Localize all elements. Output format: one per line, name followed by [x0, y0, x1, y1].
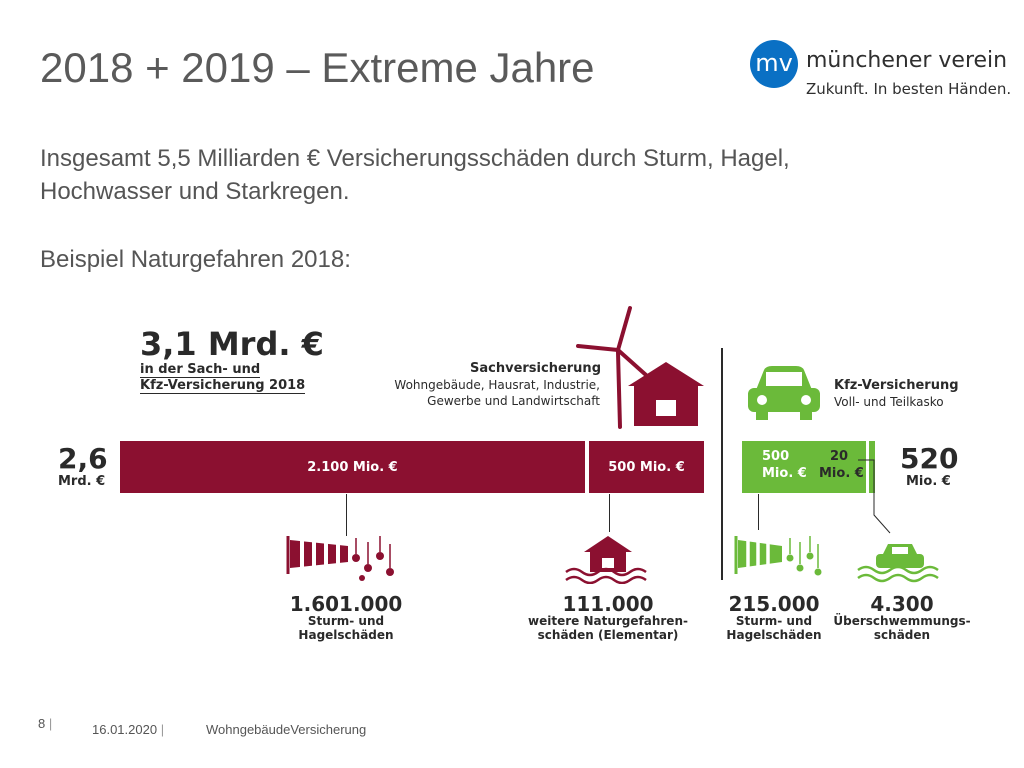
sach-title: Sachversicherung [470, 361, 601, 376]
kfz-desc: Voll- und Teilkasko [834, 395, 944, 409]
company-logo: mv münchener verein Zukunft. In besten H… [750, 40, 1011, 100]
sach-elementar-bar: 500 Mio. € [589, 441, 704, 493]
stat-label: weitere Naturgefahren- [528, 614, 688, 628]
car-icon [748, 366, 820, 420]
intro-line-3: Beispiel Naturgefahren 2018: [40, 246, 351, 273]
section-divider [721, 348, 723, 580]
kfz-storm-value: 500 [762, 449, 790, 464]
intro-line-2: Hochwasser und Starkregen. [40, 178, 350, 205]
stat-label: Sturm- und [735, 614, 813, 628]
sach-total-value: 2,6 [58, 442, 108, 475]
kfz-total-value: 520 [900, 442, 959, 475]
footer-document-name: WohngebäudeVersicherung [206, 722, 367, 737]
connector-line [858, 459, 891, 534]
logo-name: münchener verein [806, 48, 1008, 73]
flooded-house-icon [565, 536, 647, 584]
total-desc-2: Kfz-Versicherung 2018 [140, 378, 306, 394]
separator: | [160, 722, 165, 737]
stat-label: Sturm- und [307, 614, 385, 628]
flooded-car-icon [857, 544, 939, 583]
kfz-storm-bar [742, 441, 866, 493]
total-amount: 3,1 Mrd. € [140, 325, 324, 363]
kfz-title: Kfz-Versicherung [834, 378, 959, 393]
stat-label: Hagelschäden [726, 628, 822, 642]
total-desc-1: in der Sach- und [140, 362, 261, 378]
kfz-total-unit: Mio. € [906, 474, 951, 489]
sach-total-unit: Mrd. € [58, 474, 106, 489]
connector-line [609, 494, 610, 532]
intro-line-1: Insgesamt 5,5 Milliarden € Versicherungs… [40, 145, 790, 172]
kfz-storm-unit: Mio. € [762, 466, 807, 481]
connector-line [346, 494, 347, 536]
footer-date-value: 16.01.2020 [92, 722, 158, 737]
stat-value-storm-sach: 1.601.000 [289, 592, 403, 616]
page-number-value: 8 [38, 716, 46, 731]
kfz-flood-bar [869, 441, 875, 493]
wind-turbine-house-icon [576, 306, 704, 429]
stat-value-elementar: 111.000 [562, 592, 654, 616]
sach-desc-1: Wohngebäude, Hausrat, Industrie, [394, 378, 600, 392]
stat-label: Überschwemmungs- [833, 614, 971, 628]
kfz-flood-value: 20 [830, 449, 849, 464]
stat-label: schäden [873, 628, 931, 642]
page-number: 8 | [38, 716, 52, 731]
separator: | [48, 716, 53, 731]
windsock-hail-icon [286, 536, 394, 581]
footer-date: 16.01.2020 | [92, 722, 164, 737]
logo-tagline: Zukunft. In besten Händen. [806, 80, 1012, 98]
windsock-hail-icon [734, 536, 822, 576]
kfz-flood-unit: Mio. € [819, 466, 864, 481]
logo-mark: mv [750, 40, 798, 88]
slide-title: 2018 + 2019 – Extreme Jahre [40, 44, 595, 91]
sach-storm-bar: 2.100 Mio. € [120, 441, 585, 493]
sach-desc-2: Gewerbe und Landwirtschaft [427, 394, 600, 408]
stat-label: schäden (Elementar) [537, 628, 679, 642]
stat-label: Hagelschäden [298, 628, 394, 642]
connector-line [758, 494, 759, 530]
stat-value-storm-kfz: 215.000 [728, 592, 820, 616]
stat-value-flood-kfz: 4.300 [870, 592, 934, 616]
